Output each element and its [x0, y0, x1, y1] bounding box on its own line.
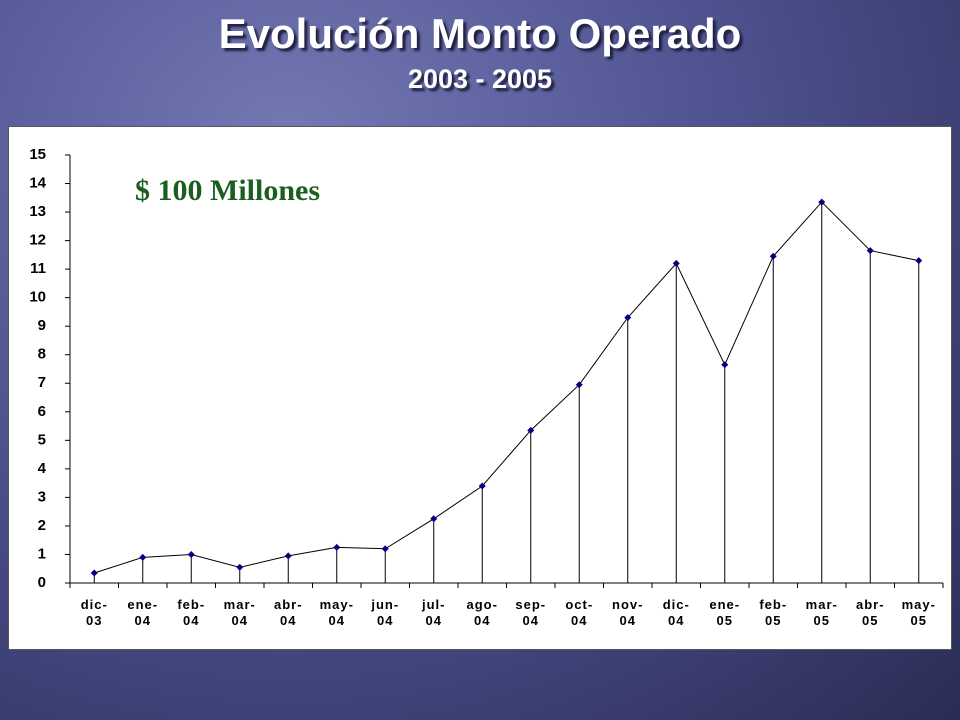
y-tick-label: 0 — [38, 574, 46, 591]
data-point — [139, 553, 147, 561]
data-point — [672, 259, 680, 267]
y-tick-label: 10 — [29, 289, 46, 306]
y-tick-label: 3 — [38, 488, 46, 505]
y-tick-label: 5 — [38, 431, 46, 448]
y-tick-label: 7 — [38, 374, 46, 391]
y-tick-label: 13 — [29, 203, 46, 220]
annotation: $ 100 Millones — [135, 174, 320, 207]
x-tick-label: mar-04 — [223, 597, 256, 628]
y-tick-label: 4 — [38, 460, 47, 477]
data-point — [575, 381, 583, 389]
x-tick-label: ago-04 — [466, 597, 498, 628]
y-tick-label: 9 — [38, 317, 46, 334]
x-tick-label: ene-04 — [127, 597, 159, 628]
x-tick-label: nov-04 — [612, 597, 644, 628]
x-tick-label: may-05 — [901, 597, 936, 628]
slide-title: Evolución Monto Operado — [218, 10, 742, 57]
x-tick-label: may-04 — [319, 597, 354, 628]
slide-subtitle: 2003 - 2005 — [407, 64, 553, 94]
x-tick-label: feb-05 — [759, 597, 788, 628]
data-point — [818, 198, 826, 206]
data-point — [284, 552, 292, 560]
y-tick-label: 12 — [29, 232, 46, 249]
y-tick-label: 2 — [38, 517, 46, 534]
data-point — [333, 543, 341, 551]
data-point — [527, 426, 535, 434]
data-line — [94, 201, 919, 574]
data-point — [430, 515, 438, 523]
data-point — [236, 563, 244, 571]
data-point — [187, 550, 195, 558]
x-tick-label: sep-04 — [515, 597, 547, 628]
x-tick-label: feb-04 — [177, 597, 206, 628]
y-tick-label: 11 — [30, 260, 46, 277]
data-point — [721, 361, 729, 369]
x-tick-label: oct-04 — [565, 597, 594, 628]
x-tick-label: jun-04 — [371, 597, 400, 628]
y-tick-label: 15 — [29, 146, 46, 163]
data-point — [866, 247, 874, 255]
x-tick-label: abr-04 — [273, 597, 303, 628]
data-point — [915, 257, 923, 265]
y-tick-label: 1 — [38, 545, 46, 562]
x-tick-label: jul-04 — [422, 597, 446, 628]
data-point — [769, 252, 777, 260]
y-tick-label: 6 — [38, 403, 46, 420]
y-tick-label: 8 — [38, 346, 46, 363]
data-point — [478, 482, 486, 490]
data-point — [90, 569, 98, 577]
data-point — [381, 545, 389, 553]
x-tick-label: ene-05 — [709, 597, 741, 628]
x-tick-label: mar-05 — [805, 597, 838, 628]
y-tick-label: 14 — [29, 175, 46, 192]
x-tick-label: dic-03 — [80, 597, 108, 628]
chart-panel — [8, 126, 952, 650]
x-tick-label: dic-04 — [662, 597, 690, 628]
x-tick-label: abr-05 — [855, 597, 885, 628]
data-point — [624, 314, 632, 322]
